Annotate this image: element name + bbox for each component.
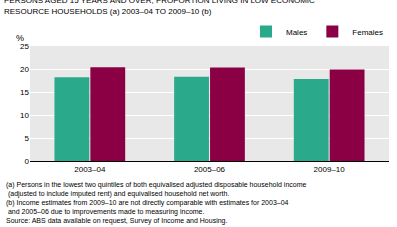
svg-text:10: 10 [20, 111, 29, 120]
svg-text:Males: Males [286, 28, 307, 37]
svg-text:0: 0 [25, 157, 30, 166]
svg-text:15: 15 [20, 88, 29, 97]
svg-text:%: % [16, 33, 24, 43]
svg-text:2009–10: 2009–10 [314, 165, 346, 174]
svg-text:(a) Persons in the lowest two: (a) Persons in the lowest two quintiles … [6, 181, 307, 225]
svg-text:5: 5 [25, 134, 30, 143]
svg-text:Females: Females [352, 28, 383, 37]
svg-text:2003–04: 2003–04 [74, 165, 106, 174]
svg-text:25: 25 [20, 42, 29, 51]
svg-text:PERSONS AGED 15 YEARS AND OVER: PERSONS AGED 15 YEARS AND OVER, PROPORTI… [4, 0, 315, 16]
svg-text:2005–06: 2005–06 [194, 165, 226, 174]
svg-text:20: 20 [20, 65, 29, 74]
